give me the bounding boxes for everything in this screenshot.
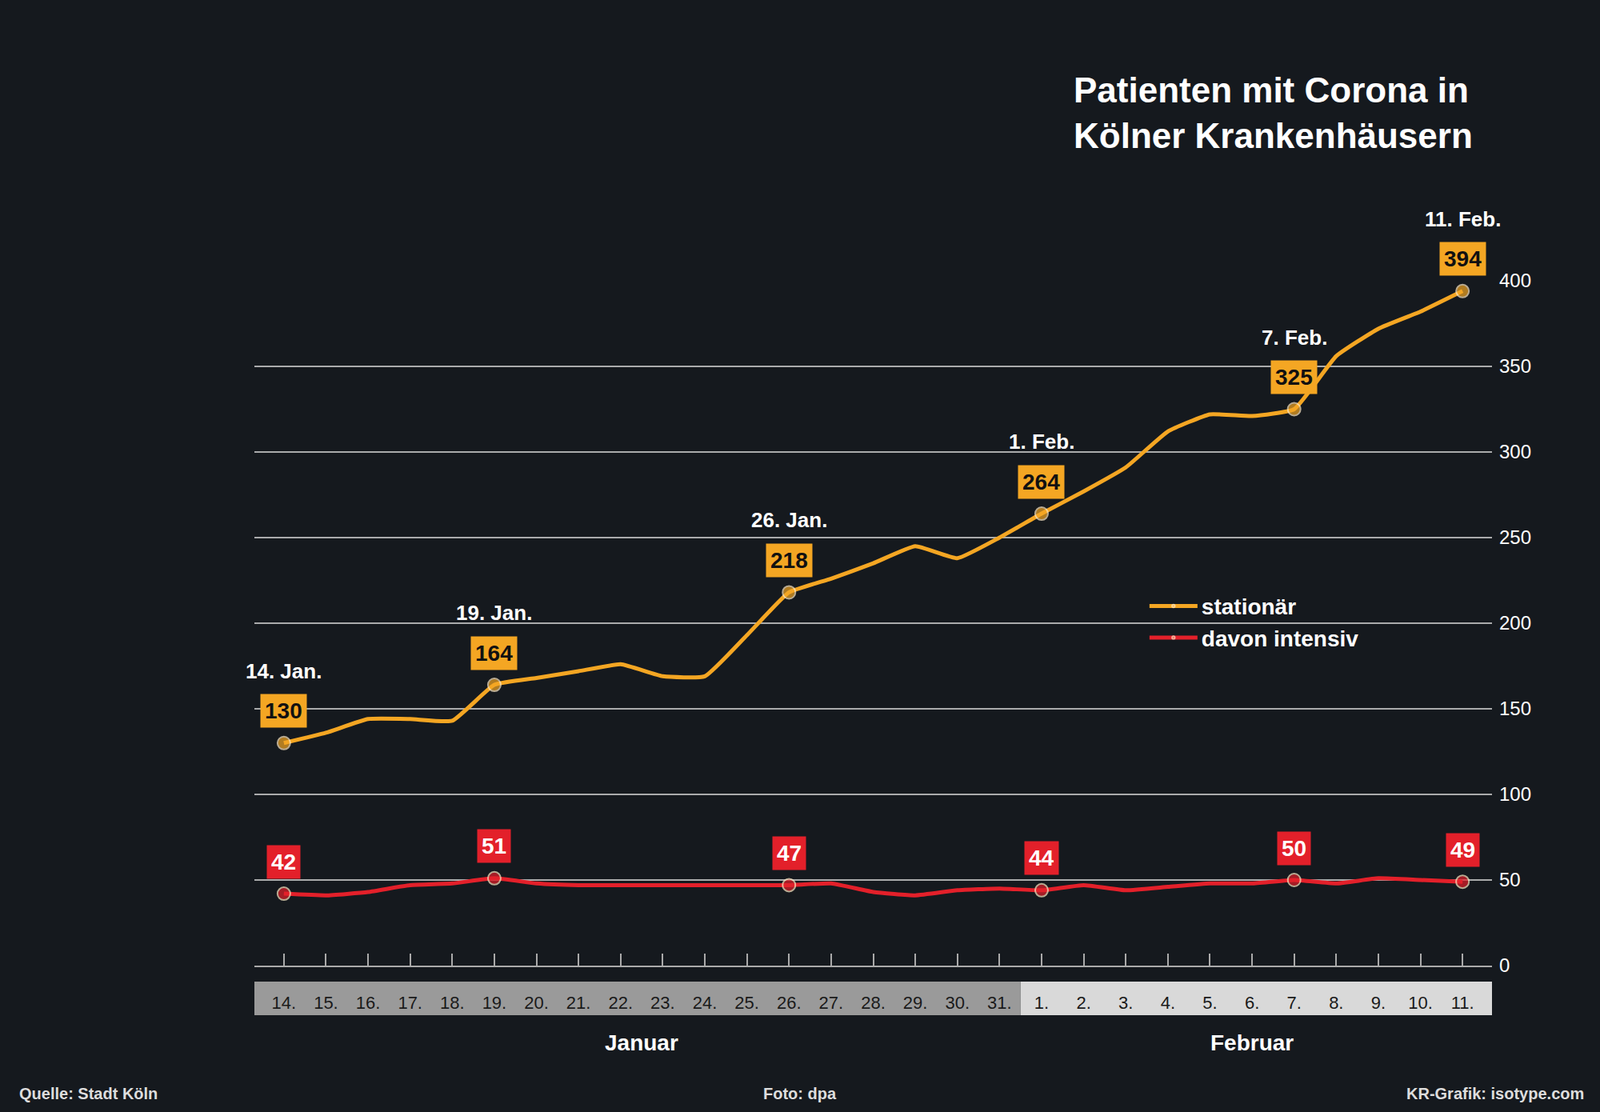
svg-text:6.: 6. (1244, 992, 1260, 1013)
svg-text:31.: 31. (987, 992, 1012, 1013)
svg-text:24.: 24. (692, 992, 718, 1013)
svg-text:19. Jan.: 19. Jan. (456, 600, 532, 625)
svg-text:Quelle: Stadt Köln: Quelle: Stadt Köln (19, 1084, 158, 1103)
svg-text:51: 51 (481, 833, 507, 859)
svg-text:1.: 1. (1034, 992, 1049, 1013)
svg-text:20.: 20. (524, 992, 549, 1013)
svg-text:49: 49 (1450, 837, 1476, 863)
svg-text:davon intensiv: davon intensiv (1201, 626, 1359, 652)
svg-text:7.: 7. (1287, 992, 1302, 1013)
svg-text:264: 264 (1022, 469, 1060, 495)
svg-text:1. Feb.: 1. Feb. (1008, 429, 1075, 454)
svg-text:300: 300 (1499, 440, 1532, 463)
svg-text:26. Jan.: 26. Jan. (751, 508, 828, 532)
svg-text:164: 164 (475, 640, 513, 666)
svg-text:29.: 29. (903, 992, 928, 1013)
svg-text:22.: 22. (608, 992, 633, 1013)
svg-text:Patienten mit Corona inKölner: Patienten mit Corona inKölner Krankenhäu… (1073, 70, 1473, 156)
svg-text:2.: 2. (1076, 992, 1091, 1013)
svg-text:200: 200 (1499, 612, 1532, 634)
svg-text:26.: 26. (776, 992, 802, 1013)
svg-text:5.: 5. (1202, 992, 1217, 1013)
svg-text:25.: 25. (734, 992, 760, 1013)
svg-text:15.: 15. (313, 992, 339, 1013)
svg-text:250: 250 (1499, 526, 1532, 548)
svg-text:30.: 30. (944, 992, 970, 1013)
svg-text:10.: 10. (1408, 992, 1433, 1013)
svg-text:218: 218 (770, 548, 808, 573)
svg-text:7. Feb.: 7. Feb. (1261, 325, 1328, 350)
svg-text:Foto: dpa: Foto: dpa (763, 1084, 837, 1103)
svg-text:3.: 3. (1118, 992, 1133, 1013)
svg-text:27.: 27. (819, 992, 844, 1013)
svg-text:11. Feb.: 11. Feb. (1424, 207, 1501, 232)
svg-text:16.: 16. (356, 992, 381, 1013)
svg-text:130: 130 (264, 698, 303, 724)
svg-text:4.: 4. (1160, 992, 1176, 1013)
svg-text:Februar: Februar (1210, 1030, 1294, 1056)
svg-text:14. Jan.: 14. Jan. (245, 659, 322, 684)
svg-text:8.: 8. (1328, 992, 1344, 1013)
svg-text:44: 44 (1028, 845, 1055, 871)
svg-text:0: 0 (1499, 954, 1510, 976)
svg-text:11.: 11. (1451, 992, 1475, 1013)
svg-text:50: 50 (1281, 836, 1307, 861)
svg-text:100: 100 (1499, 783, 1532, 805)
svg-text:42: 42 (271, 849, 296, 875)
svg-text:9.: 9. (1371, 992, 1386, 1013)
svg-text:350: 350 (1499, 355, 1532, 377)
svg-text:18.: 18. (440, 992, 465, 1013)
svg-text:stationär: stationär (1201, 594, 1296, 620)
svg-text:394: 394 (1444, 246, 1482, 272)
svg-text:Januar: Januar (604, 1030, 679, 1056)
svg-text:400: 400 (1499, 269, 1532, 292)
svg-text:325: 325 (1275, 364, 1313, 390)
svg-text:47: 47 (776, 840, 802, 866)
svg-text:50: 50 (1499, 868, 1521, 891)
svg-text:19.: 19. (482, 992, 508, 1013)
svg-text:KR-Grafik: isotype.com: KR-Grafik: isotype.com (1406, 1084, 1584, 1103)
svg-text:23.: 23. (650, 992, 676, 1013)
svg-text:150: 150 (1499, 697, 1532, 720)
svg-text:17.: 17. (397, 992, 423, 1013)
svg-text:21.: 21. (566, 992, 592, 1013)
svg-text:14.: 14. (272, 992, 297, 1013)
svg-text:28.: 28. (860, 992, 886, 1013)
